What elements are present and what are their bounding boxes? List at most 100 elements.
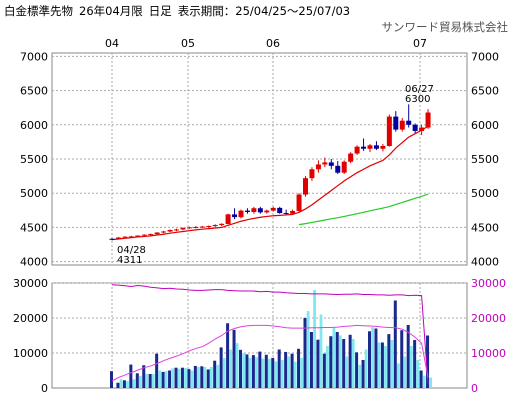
volume-bar (193, 365, 197, 388)
price-tick-right: 5500 (471, 153, 499, 166)
volume-bar (155, 353, 159, 388)
open-interest-bar (300, 357, 304, 388)
high-annotation-date: 06/27 (405, 84, 434, 95)
open-interest-bar (429, 377, 433, 388)
volume-bar (213, 360, 217, 388)
candle-body (290, 210, 296, 214)
candle-body (122, 236, 128, 238)
volume-tick-right: 10000 (471, 347, 506, 360)
candle-body (373, 145, 379, 149)
candle-body (219, 223, 225, 225)
candle-body (264, 210, 270, 213)
open-interest-bar (184, 368, 187, 388)
candle-body (277, 207, 283, 214)
price-tick-right: 6500 (471, 85, 499, 98)
candle-body (193, 227, 199, 229)
open-interest-bar (274, 361, 278, 388)
range-value: 25/04/25～25/07/03 (235, 4, 351, 18)
open-interest-bar (338, 335, 342, 388)
volume-bar (406, 325, 410, 388)
candle-body (135, 235, 141, 237)
candle-body (328, 162, 334, 166)
volume-tick-left: 0 (41, 382, 48, 395)
volume-bar (200, 366, 204, 388)
price-panel: 7000 7000 6500 6500 6000 6000 5500 5500 5000 5000… (20, 37, 499, 269)
volume-tick-right: 20000 (471, 312, 506, 325)
candle-body (206, 226, 212, 228)
volume-bar (122, 380, 126, 388)
volume-bar (180, 367, 184, 388)
volume-tick-right: 0 (471, 382, 478, 395)
open-interest-bar (203, 367, 207, 388)
chart-header: 白金標準先物 26年04月限 日足 表示期間：25/04/25～25/07/03 (4, 3, 356, 19)
open-interest-bar (326, 346, 329, 388)
candle-body (380, 146, 386, 149)
candle-body (270, 207, 276, 211)
candle-body (128, 236, 134, 238)
volume-line-lower (111, 324, 429, 382)
volume-panel: 30000 20000 10000 0 30000 20000 10000 0 (13, 277, 506, 395)
price-tick-right: 7000 (471, 50, 499, 63)
open-interest-bar (132, 379, 136, 388)
candle-body (335, 165, 341, 173)
price-tick-left: 4500 (20, 221, 48, 234)
open-interest-bar (390, 340, 394, 388)
volume-bar (342, 339, 346, 388)
open-interest-bar (139, 376, 142, 388)
candle-body (257, 208, 263, 213)
volume-bar (355, 352, 359, 388)
open-interest-bar (126, 381, 129, 388)
volume-bar (135, 373, 139, 388)
volume-bar (290, 353, 294, 388)
open-interest-bar (229, 349, 233, 388)
candle-body (322, 162, 328, 165)
company-name: サンワード貿易株式会社 (381, 20, 509, 34)
candle-body (115, 237, 121, 239)
price-tick-left: 6000 (20, 119, 48, 132)
open-interest-bar (313, 290, 316, 388)
open-interest-bar (422, 375, 426, 388)
candle-body (315, 164, 321, 170)
volume-tick-left: 20000 (13, 312, 48, 325)
candle-body (348, 153, 354, 162)
candle-body (354, 146, 360, 154)
open-interest-bar (403, 356, 407, 388)
open-interest-bar (358, 364, 362, 388)
moving-average-short (111, 125, 429, 241)
low-annotation-value: 4311 (117, 255, 142, 266)
volume-bar (303, 318, 307, 388)
volume-bar (393, 300, 397, 388)
candle-body (154, 232, 160, 235)
open-interest-bar (377, 342, 381, 388)
open-interest-bar (145, 374, 149, 388)
volume-bar (232, 329, 236, 388)
candle-body (309, 169, 315, 179)
price-tick-right: 5000 (471, 187, 499, 200)
open-interest-bar (332, 327, 336, 388)
candle-body (109, 238, 115, 240)
candle-body (393, 116, 399, 130)
volume-bar (116, 382, 120, 388)
price-tick-left: 7000 (20, 50, 48, 63)
open-interest-bar (293, 361, 297, 388)
candle-body (412, 124, 418, 131)
volume-bar (284, 351, 288, 388)
candle-body (238, 210, 244, 218)
period-type: 日足 (148, 4, 172, 18)
volume-bar (168, 370, 172, 388)
open-interest-bar (268, 358, 271, 388)
volume-tick-left: 10000 (13, 347, 48, 360)
volume-bar (187, 369, 191, 388)
open-interest-bar (280, 360, 284, 388)
volume-bar (329, 336, 333, 388)
month-label: 04 (105, 37, 119, 50)
open-interest-bar (119, 379, 123, 388)
volume-bar (387, 334, 391, 388)
volume-bar (226, 323, 230, 388)
candle-body (399, 120, 405, 130)
volume-bar (264, 354, 268, 388)
month-label: 05 (181, 37, 195, 50)
candle-body (180, 227, 186, 230)
open-interest-bar (384, 346, 387, 388)
